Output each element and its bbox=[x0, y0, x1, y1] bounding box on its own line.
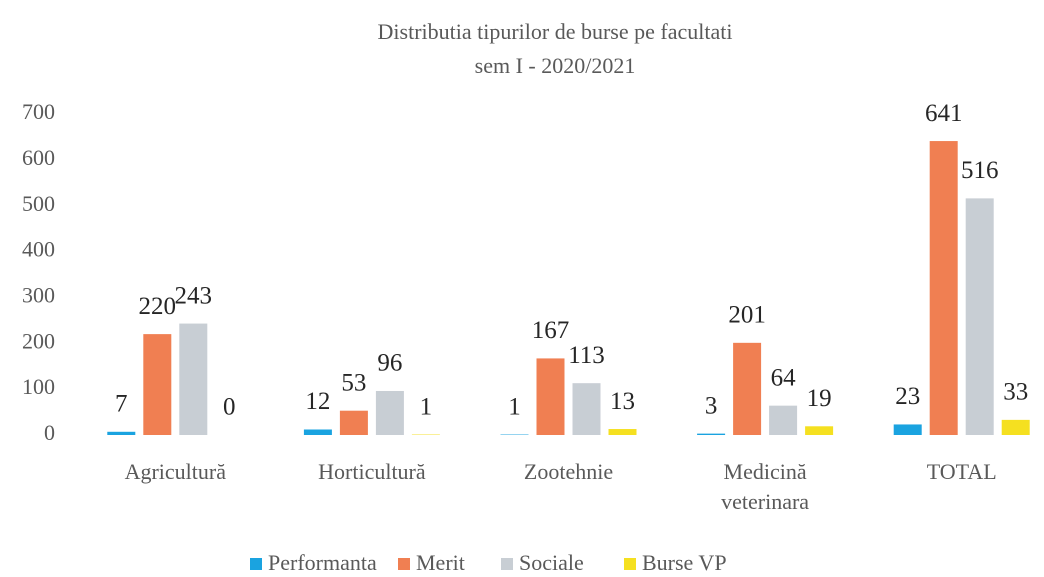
value-label: 220 bbox=[139, 293, 177, 320]
value-label: 167 bbox=[532, 317, 570, 344]
bar bbox=[697, 433, 726, 435]
bar bbox=[805, 426, 834, 435]
bar bbox=[179, 323, 208, 435]
x-tick-label: Agricultură bbox=[125, 459, 227, 484]
value-label: 641 bbox=[925, 100, 963, 127]
value-label: 13 bbox=[610, 388, 635, 415]
bar bbox=[893, 424, 922, 435]
legend-label: Performanta bbox=[268, 550, 377, 575]
y-tick-label: 600 bbox=[22, 145, 55, 170]
value-label: 7 bbox=[115, 391, 128, 418]
bar bbox=[143, 334, 172, 435]
y-tick-label: 500 bbox=[22, 191, 55, 216]
x-tick-label: TOTAL bbox=[927, 459, 997, 484]
bar bbox=[965, 198, 994, 435]
bar bbox=[608, 429, 637, 435]
legend-label: Merit bbox=[416, 550, 465, 575]
value-label: 96 bbox=[377, 350, 402, 377]
bar bbox=[339, 410, 368, 435]
bar bbox=[572, 383, 601, 435]
chart-subtitle: sem I - 2020/2021 bbox=[475, 53, 636, 78]
legend-swatch bbox=[250, 558, 262, 570]
y-tick-label: 0 bbox=[44, 420, 55, 445]
y-tick-label: 300 bbox=[22, 282, 55, 307]
value-label: 201 bbox=[728, 302, 766, 329]
value-label: 516 bbox=[961, 157, 999, 184]
legend-swatch bbox=[501, 558, 513, 570]
y-tick-label: 400 bbox=[22, 237, 55, 262]
bar bbox=[375, 390, 404, 435]
legend-label: Burse VP bbox=[642, 550, 727, 575]
legend-label: Sociale bbox=[519, 550, 584, 575]
bar bbox=[107, 431, 136, 435]
value-label: 19 bbox=[807, 385, 832, 412]
legend-swatch bbox=[624, 558, 636, 570]
value-label: 64 bbox=[771, 364, 797, 391]
value-label: 0 bbox=[223, 394, 236, 421]
bar bbox=[536, 358, 565, 435]
value-label: 23 bbox=[895, 383, 920, 410]
value-label: 113 bbox=[568, 342, 605, 369]
x-tick-label: Medicină veterinara bbox=[721, 459, 809, 514]
value-label: 1 bbox=[508, 393, 521, 420]
value-label: 3 bbox=[705, 392, 718, 419]
bar bbox=[769, 405, 798, 435]
value-label: 53 bbox=[341, 369, 366, 396]
value-label: 12 bbox=[305, 388, 330, 415]
value-label: 1 bbox=[420, 393, 433, 420]
bar bbox=[733, 342, 762, 435]
x-tick-label: Horticultură bbox=[318, 459, 426, 484]
bar bbox=[929, 141, 958, 435]
bar bbox=[303, 429, 332, 435]
y-tick-label: 200 bbox=[22, 328, 55, 353]
bar bbox=[1001, 419, 1030, 435]
legend-swatch bbox=[398, 558, 410, 570]
x-tick-label: Zootehnie bbox=[524, 459, 613, 484]
value-label: 33 bbox=[1003, 379, 1028, 406]
y-tick-label: 100 bbox=[22, 374, 55, 399]
chart-title: Distributia tipurilor de burse pe facult… bbox=[378, 19, 733, 44]
value-label: 243 bbox=[175, 282, 213, 309]
y-tick-label: 700 bbox=[22, 99, 55, 124]
